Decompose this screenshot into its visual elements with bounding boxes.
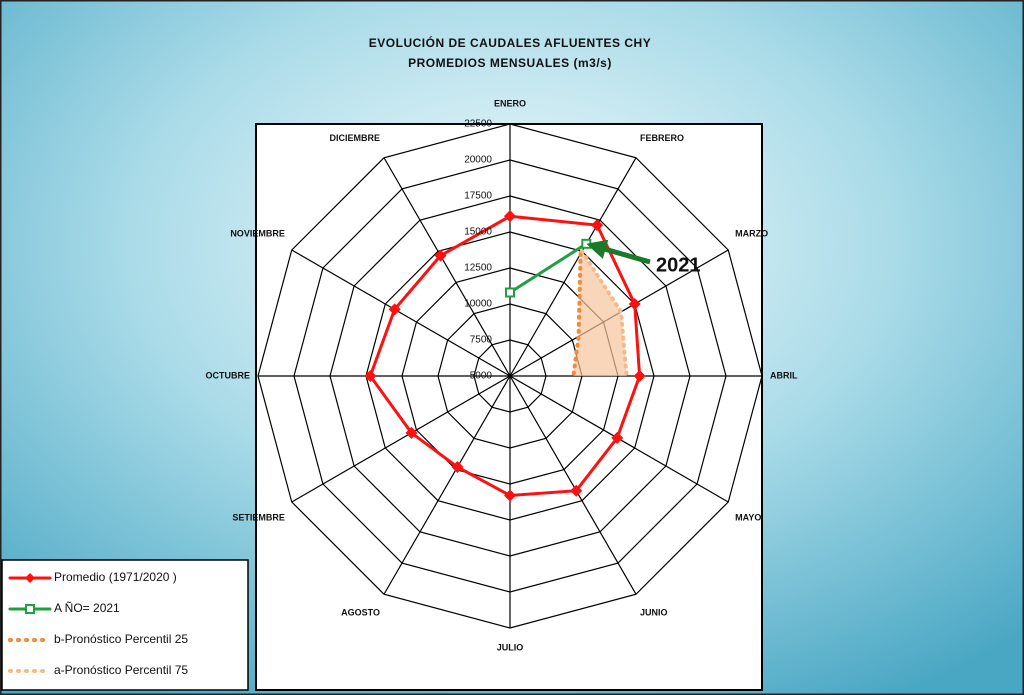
point <box>504 489 516 502</box>
legend-label: a-Pronóstico Percentil 75 <box>54 663 188 677</box>
spoke <box>291 375 511 503</box>
category-label: MARZO <box>735 228 768 238</box>
category-label: ENERO <box>494 98 526 108</box>
point <box>591 219 604 232</box>
point <box>434 249 447 262</box>
category-label: AGOSTO <box>341 608 380 618</box>
category-label: MAYO <box>735 512 761 522</box>
category-label: DICIEMBRE <box>329 133 380 143</box>
series-line <box>580 249 629 378</box>
spoke <box>383 375 511 595</box>
r-tick-label: 7500 <box>470 335 493 346</box>
r-tick-label: 15000 <box>464 227 492 238</box>
legend-label: A ÑO= 2021 <box>54 601 120 615</box>
spoke <box>509 157 637 377</box>
point <box>364 370 377 382</box>
series-line <box>508 242 588 294</box>
chart-subtitle: PROMEDIOS MENSUALES (m3/s) <box>408 56 612 70</box>
point <box>504 210 516 223</box>
point <box>405 426 418 439</box>
point <box>611 431 624 444</box>
r-tick-label: 17500 <box>464 191 492 202</box>
r-tick-label: 12500 <box>464 263 492 274</box>
chart-title: EVOLUCIÓN DE CAUDALES AFLUENTES CHY <box>369 35 651 50</box>
point <box>570 484 583 497</box>
legend-marker <box>25 604 35 614</box>
point <box>628 298 641 310</box>
r-tick-label: 22500 <box>464 119 492 130</box>
category-label: NOVIEMBRE <box>230 228 285 238</box>
category-label: OCTUBRE <box>206 370 251 380</box>
plot-area <box>255 123 763 691</box>
r-tick-label: 10000 <box>464 299 492 310</box>
legend-marker <box>25 573 35 583</box>
r-tick-label: 20000 <box>464 155 492 166</box>
legend-label: b-Pronóstico Percentil 25 <box>54 632 188 646</box>
forecast-band <box>573 251 627 376</box>
annotation: 2021 <box>656 254 701 276</box>
legend-label: Promedio (1971/2020 ) <box>54 570 177 584</box>
legend-box <box>1 559 249 691</box>
category-label: ABRIL <box>770 370 798 380</box>
annotation-arrowhead <box>586 239 609 259</box>
point <box>505 287 515 298</box>
series-line <box>571 251 583 378</box>
category-label: JUNIO <box>640 608 668 618</box>
category-label: SETIEMBRE <box>232 512 285 522</box>
category-label: JULIO <box>497 642 524 652</box>
spoke <box>383 157 511 377</box>
point <box>633 370 646 382</box>
spoke <box>509 375 637 595</box>
spoke <box>291 249 511 377</box>
point <box>388 303 401 316</box>
r-tick-label: 5000 <box>470 371 493 382</box>
category-label: FEBRERO <box>640 133 684 143</box>
point <box>451 461 464 474</box>
